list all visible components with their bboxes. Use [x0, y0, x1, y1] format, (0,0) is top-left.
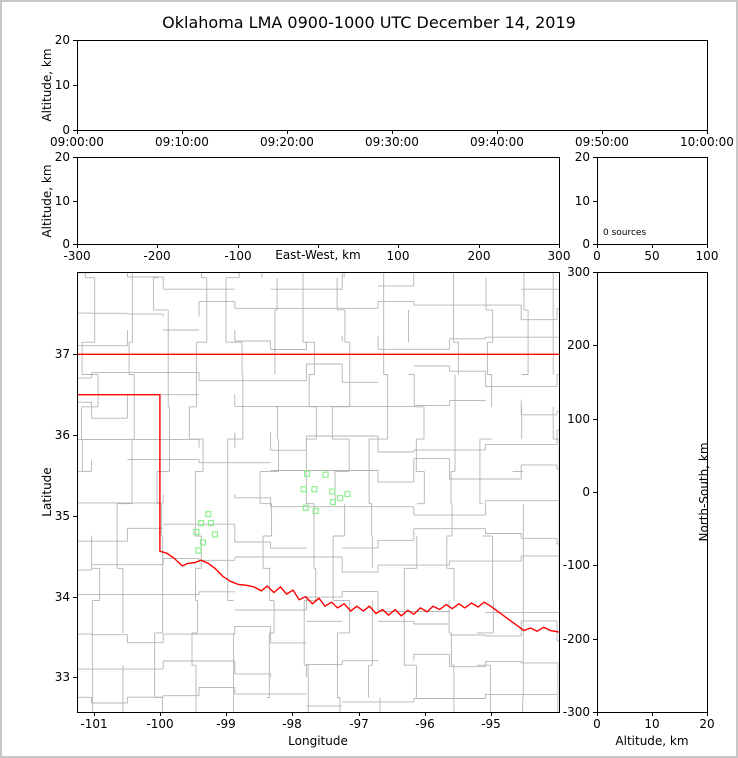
map-layer [77, 272, 559, 712]
tick-label: 100 [387, 249, 410, 263]
tick-label: -98 [282, 717, 302, 731]
tick-label: 0 [582, 485, 590, 499]
county-boundaries [77, 272, 559, 712]
ew-height-frame [77, 157, 560, 245]
tick-label: 0 [582, 237, 590, 251]
tick-label: 20 [699, 717, 714, 731]
tick-label: 09:10:00 [155, 135, 209, 149]
lma-station-marker [302, 504, 309, 511]
tick-label: 20 [575, 150, 590, 164]
lma-station-marker [311, 486, 318, 493]
tick-label: -99 [216, 717, 236, 731]
tick-label: 36 [55, 428, 70, 442]
tick-label: -101 [80, 717, 107, 731]
lma-station-marker [300, 486, 307, 493]
tick-label: -95 [481, 717, 501, 731]
tick-label: 33 [55, 670, 70, 684]
ns-height-xlabel: Altitude, km [615, 734, 689, 748]
tick-label: 300 [567, 265, 590, 279]
tick-label: -200 [143, 249, 170, 263]
altitude-histogram-panel: 0 50 100 0 10 20 [575, 150, 719, 263]
tick-label: 0 [593, 249, 601, 263]
plan-view-map-panel: -101 -100 -99 -98 -97 -96 -95 33 34 35 36 37 [55, 272, 560, 731]
lma-station-marker [193, 528, 200, 536]
source-count-annotation: 0 sources [603, 228, 647, 238]
tick-label: 0 [593, 717, 601, 731]
tick-label: 300 [548, 249, 571, 263]
time-height-panel: 09:00:00 09:10:00 09:20:00 09:30:00 09:40:00… [50, 33, 734, 149]
state-boundary [77, 394, 559, 633]
tick-label: -300 [563, 705, 590, 719]
ns-height-panel: 0 10 20 300 200 100 0 -100 -200 -300 [563, 265, 715, 731]
lma-station-marker [337, 495, 344, 502]
lma-station-marker [199, 539, 207, 546]
lma-station-marker [211, 531, 218, 538]
tick-label: 09:50:00 [575, 135, 629, 149]
tick-label: 0 [62, 237, 70, 251]
ew-height-ylabel: Altitude, km [40, 164, 54, 238]
tick-label: 09:30:00 [365, 135, 419, 149]
lma-station-marker [207, 519, 214, 527]
lma-station-marker [344, 490, 351, 498]
lma-station-marker [197, 519, 205, 527]
lma-station-marker [304, 470, 311, 477]
tick-label: 200 [468, 249, 491, 263]
tick-label: 09:00:00 [50, 135, 104, 149]
tick-label: -100 [563, 558, 590, 572]
ew-height-xlabel: East-West, km [275, 248, 361, 262]
tick-label: 100 [567, 412, 590, 426]
tick-label: 34 [55, 590, 70, 604]
tick-label: 0 [62, 123, 70, 137]
tick-label: 10 [644, 717, 659, 731]
tick-label: -200 [563, 632, 590, 646]
tick-label: 10:00:00 [680, 135, 734, 149]
lma-station-marker [195, 547, 202, 554]
tick-label: -100 [146, 717, 173, 731]
lma-station-marker [205, 511, 212, 518]
plan-view-map-frame [77, 272, 560, 713]
time-height-frame [77, 40, 708, 131]
lma-station-marker [329, 488, 336, 495]
tick-label: 35 [55, 509, 70, 523]
tick-label: -300 [63, 249, 90, 263]
tick-label: -97 [349, 717, 369, 731]
tick-label: 50 [644, 249, 659, 263]
tick-label: -96 [415, 717, 435, 731]
tick-label: 10 [55, 78, 70, 92]
tick-label: 20 [55, 150, 70, 164]
time-height-ylabel: Altitude, km [40, 48, 54, 122]
lma-station-marker [329, 499, 336, 506]
ns-height-frame [597, 272, 708, 713]
lma-station-marker [322, 471, 329, 478]
map-ylabel: Latitude [40, 467, 54, 517]
ew-height-panel: -300 -200 -100 100 200 300 0 10 20 [55, 150, 571, 263]
lma-station-marker [312, 507, 319, 515]
tick-label: 10 [55, 194, 70, 208]
tick-label: -100 [224, 249, 251, 263]
map-xlabel: Longitude [288, 734, 348, 748]
figure-title: Oklahoma LMA 0900-1000 UTC December 14, … [162, 13, 576, 32]
tick-label: 09:40:00 [470, 135, 524, 149]
tick-label: 09:20:00 [260, 135, 314, 149]
tick-label: 100 [696, 249, 719, 263]
ns-height-ylabel: North-South, km [697, 442, 711, 542]
tick-label: 37 [55, 347, 70, 361]
tick-label: 20 [55, 33, 70, 47]
tick-label: 10 [575, 194, 590, 208]
tick-label: 200 [567, 338, 590, 352]
